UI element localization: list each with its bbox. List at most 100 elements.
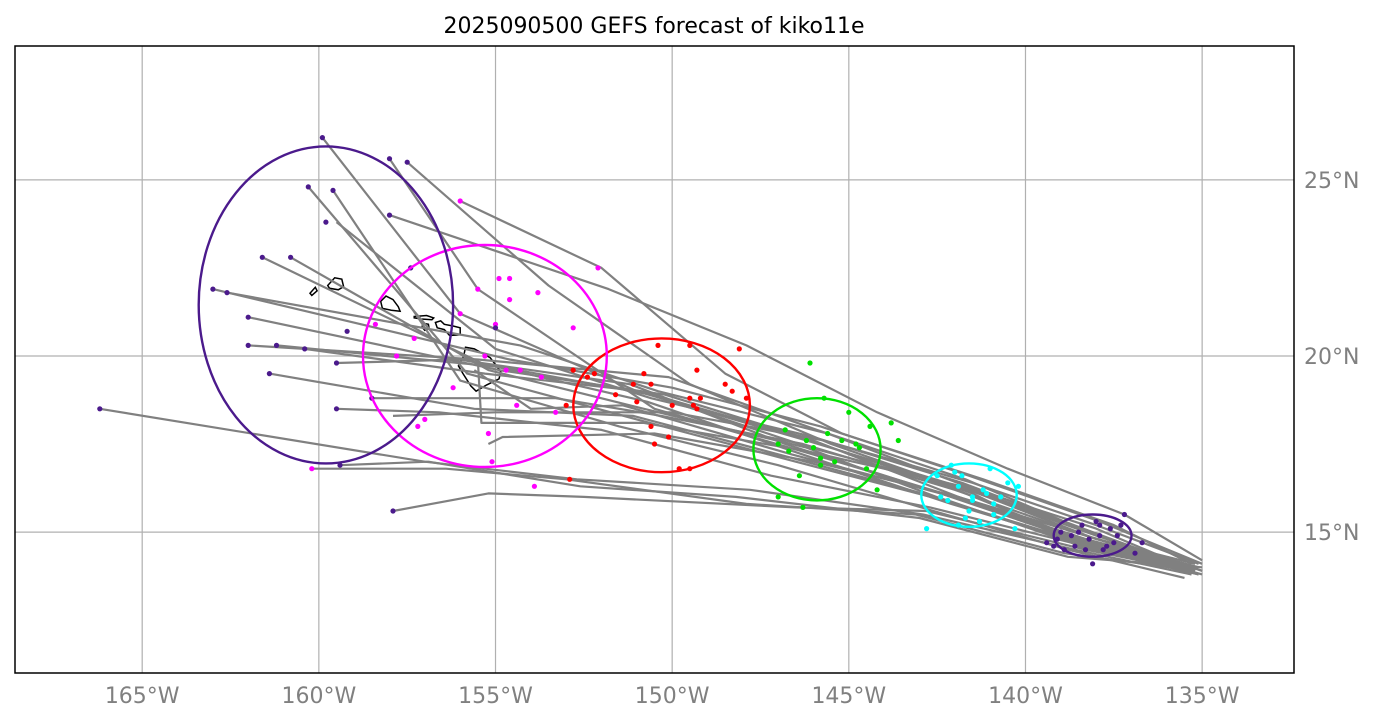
day1-position: [1097, 522, 1103, 528]
day6-position: [259, 254, 265, 260]
day2-position: [1005, 480, 1011, 486]
day3-position: [818, 455, 824, 461]
day1-position: [1079, 522, 1085, 528]
day2-position: [984, 490, 990, 496]
day2-position: [976, 518, 983, 525]
day1-position: [1097, 533, 1103, 539]
day1-position: [1082, 547, 1089, 553]
ensemble-track: [336, 407, 1199, 569]
day4-position: [694, 367, 700, 373]
island-molokai: [413, 314, 436, 321]
day1-position: [1058, 529, 1064, 535]
day5-position: [485, 430, 491, 437]
day5-position: [457, 198, 463, 204]
day5-position: [507, 275, 513, 282]
chart-title: 2025090500 GEFS forecast of kiko11e: [443, 14, 864, 39]
day2-position: [955, 483, 962, 489]
day3-position: [853, 441, 859, 447]
day1-position: [1107, 526, 1113, 532]
lon-tick-label: 140°W: [988, 684, 1063, 709]
day5-position: [514, 402, 520, 408]
day1-position: [1044, 540, 1050, 546]
day5-position: [422, 416, 428, 422]
lat-tick-label: 25°N: [1304, 169, 1359, 194]
day1-position: [1121, 511, 1127, 518]
day6-position: [210, 286, 216, 292]
ensemble-track: [212, 288, 1203, 565]
day1-position: [1072, 543, 1078, 549]
day5-position: [531, 483, 538, 489]
day3-position: [810, 445, 817, 451]
day4-position: [648, 381, 654, 387]
day6-position: [288, 254, 294, 260]
day5-position: [595, 265, 601, 271]
day2-position: [1012, 526, 1018, 532]
day5-position: [450, 385, 456, 391]
day1-position: [1093, 518, 1099, 525]
day6-position: [245, 342, 251, 348]
day5-position: [517, 367, 523, 373]
day4-position: [655, 342, 661, 348]
day5-position: [475, 286, 481, 292]
day2-position: [959, 473, 965, 479]
day3-position: [818, 462, 824, 468]
tick-labels: 165°W 160°W 155°W 150°W 145°W 140°W 135°W 25°N 2…: [105, 169, 1360, 709]
day4-position: [687, 342, 693, 348]
day2-position: [962, 515, 969, 521]
day5-position: [489, 459, 495, 465]
ensemble-track: [339, 460, 1203, 569]
day5-position: [415, 423, 421, 429]
day5-position: [507, 297, 513, 303]
day6-position: [224, 290, 230, 296]
day2-position: [998, 494, 1004, 500]
day3-position: [803, 437, 810, 444]
day4-position: [563, 402, 569, 408]
lon-tick-label: 145°W: [811, 684, 886, 709]
day6-position: [319, 135, 325, 141]
day6-position: [492, 325, 499, 331]
day4-position: [584, 374, 591, 380]
day6-position: [344, 328, 350, 334]
day1-position: [1118, 522, 1124, 528]
ensemble-track: [332, 189, 1185, 579]
day3-position: [867, 423, 873, 429]
day5-position: [570, 325, 576, 331]
day3-position: [832, 459, 838, 465]
day6-position: [273, 342, 280, 348]
day4-position: [567, 476, 573, 482]
day1-position: [1075, 529, 1082, 535]
day3-position: [800, 504, 806, 510]
day6-ellipse: [197, 145, 455, 465]
day5-position: [535, 290, 541, 296]
day6-position: [390, 508, 396, 514]
day4-ellipse: [572, 337, 752, 474]
day2-position: [945, 497, 951, 503]
day1-position: [1090, 561, 1096, 567]
day4-position: [743, 395, 750, 401]
day1-position: [1111, 540, 1117, 546]
day2-position: [952, 469, 958, 475]
day4-position: [729, 388, 735, 394]
lat-tick-label: 15°N: [1304, 521, 1359, 546]
day4-position: [690, 402, 697, 408]
day6-position: [386, 212, 393, 218]
day5-position: [496, 275, 502, 282]
day4-position: [736, 346, 742, 352]
day4-position: [669, 402, 675, 408]
day4-position: [687, 395, 693, 401]
day4-position: [630, 381, 636, 387]
day4-position: [634, 399, 640, 405]
lon-tick-label: 155°W: [458, 684, 533, 709]
day3-position: [895, 437, 901, 444]
day4-position: [648, 423, 654, 429]
day6-position: [245, 314, 251, 320]
day6-position: [323, 219, 329, 225]
day2-position: [991, 501, 997, 507]
day5-position: [394, 353, 400, 359]
day3-position: [874, 487, 880, 493]
island-oahu: [379, 295, 402, 313]
day3-position: [796, 473, 803, 479]
day2-position: [924, 526, 930, 532]
